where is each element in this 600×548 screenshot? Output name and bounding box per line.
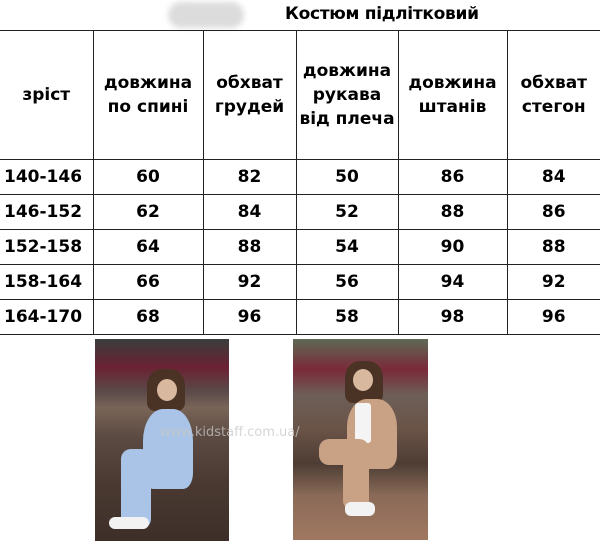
value-cell: 62 [92, 194, 204, 230]
value-cell: 88 [202, 229, 297, 265]
header-line: обхват [520, 73, 588, 93]
value-cell: 88 [397, 194, 508, 230]
header-line: довжина [302, 61, 392, 81]
header-line: рукава [312, 85, 382, 105]
size-cell: 146-152 [0, 194, 94, 230]
value-cell: 50 [295, 159, 399, 195]
size-cell: 152-158 [0, 229, 94, 265]
table-row: 164-170 68 96 58 98 96 [0, 299, 600, 335]
header-line: штанів [418, 97, 487, 117]
header-row: зріст довжина по спині обхват грудей довжина р… [0, 30, 600, 160]
value-cell: 96 [506, 299, 600, 335]
value-cell: 64 [92, 229, 204, 265]
value-cell: 98 [397, 299, 508, 335]
value-cell: 52 [295, 194, 399, 230]
header-line: довжина [103, 73, 193, 93]
header-line: обхват [216, 73, 283, 93]
photo-light-blue-suit [95, 339, 229, 541]
value-cell: 96 [202, 299, 297, 335]
size-cell: 164-170 [0, 299, 94, 335]
column-header: довжина рукава від плеча [295, 30, 399, 160]
value-cell: 82 [202, 159, 297, 195]
header-line: зріст [22, 85, 71, 105]
header-line: від плеча [299, 109, 395, 129]
header-line: довжина [408, 73, 497, 93]
column-header: обхват грудей [202, 30, 297, 160]
table-row: 140-146 60 82 50 86 84 [0, 159, 600, 195]
value-cell: 60 [92, 159, 204, 195]
table-row: 152-158 64 88 54 90 88 [0, 229, 600, 265]
value-cell: 92 [506, 264, 600, 300]
value-cell: 88 [506, 229, 600, 265]
size-cell: 158-164 [0, 264, 94, 300]
blurred-logo [168, 2, 244, 28]
photo-beige-suit [293, 339, 428, 540]
table-row: 146-152 62 84 52 88 86 [0, 194, 600, 230]
column-header: зріст [0, 30, 94, 160]
value-cell: 86 [397, 159, 508, 195]
value-cell: 92 [202, 264, 297, 300]
header-line: стегон [521, 97, 586, 117]
value-cell: 58 [295, 299, 399, 335]
value-cell: 56 [295, 264, 399, 300]
column-header: довжина по спині [92, 30, 204, 160]
size-table: зріст довжина по спині обхват грудей довжина р… [0, 30, 600, 335]
value-cell: 84 [506, 159, 600, 195]
value-cell: 86 [506, 194, 600, 230]
value-cell: 94 [397, 264, 508, 300]
header-line: грудей [214, 97, 285, 117]
table-row: 158-164 66 92 56 94 92 [0, 264, 600, 300]
column-header: обхват стегон [506, 30, 600, 160]
page-title: Костюм підлітковий [285, 4, 479, 24]
column-header: довжина штанів [397, 30, 508, 160]
value-cell: 84 [202, 194, 297, 230]
value-cell: 90 [397, 229, 508, 265]
header-line: по спині [107, 97, 189, 117]
watermark: www.kidstaff.com.ua/ [160, 425, 300, 440]
size-cell: 140-146 [0, 159, 94, 195]
value-cell: 66 [92, 264, 204, 300]
value-cell: 54 [295, 229, 399, 265]
value-cell: 68 [92, 299, 204, 335]
